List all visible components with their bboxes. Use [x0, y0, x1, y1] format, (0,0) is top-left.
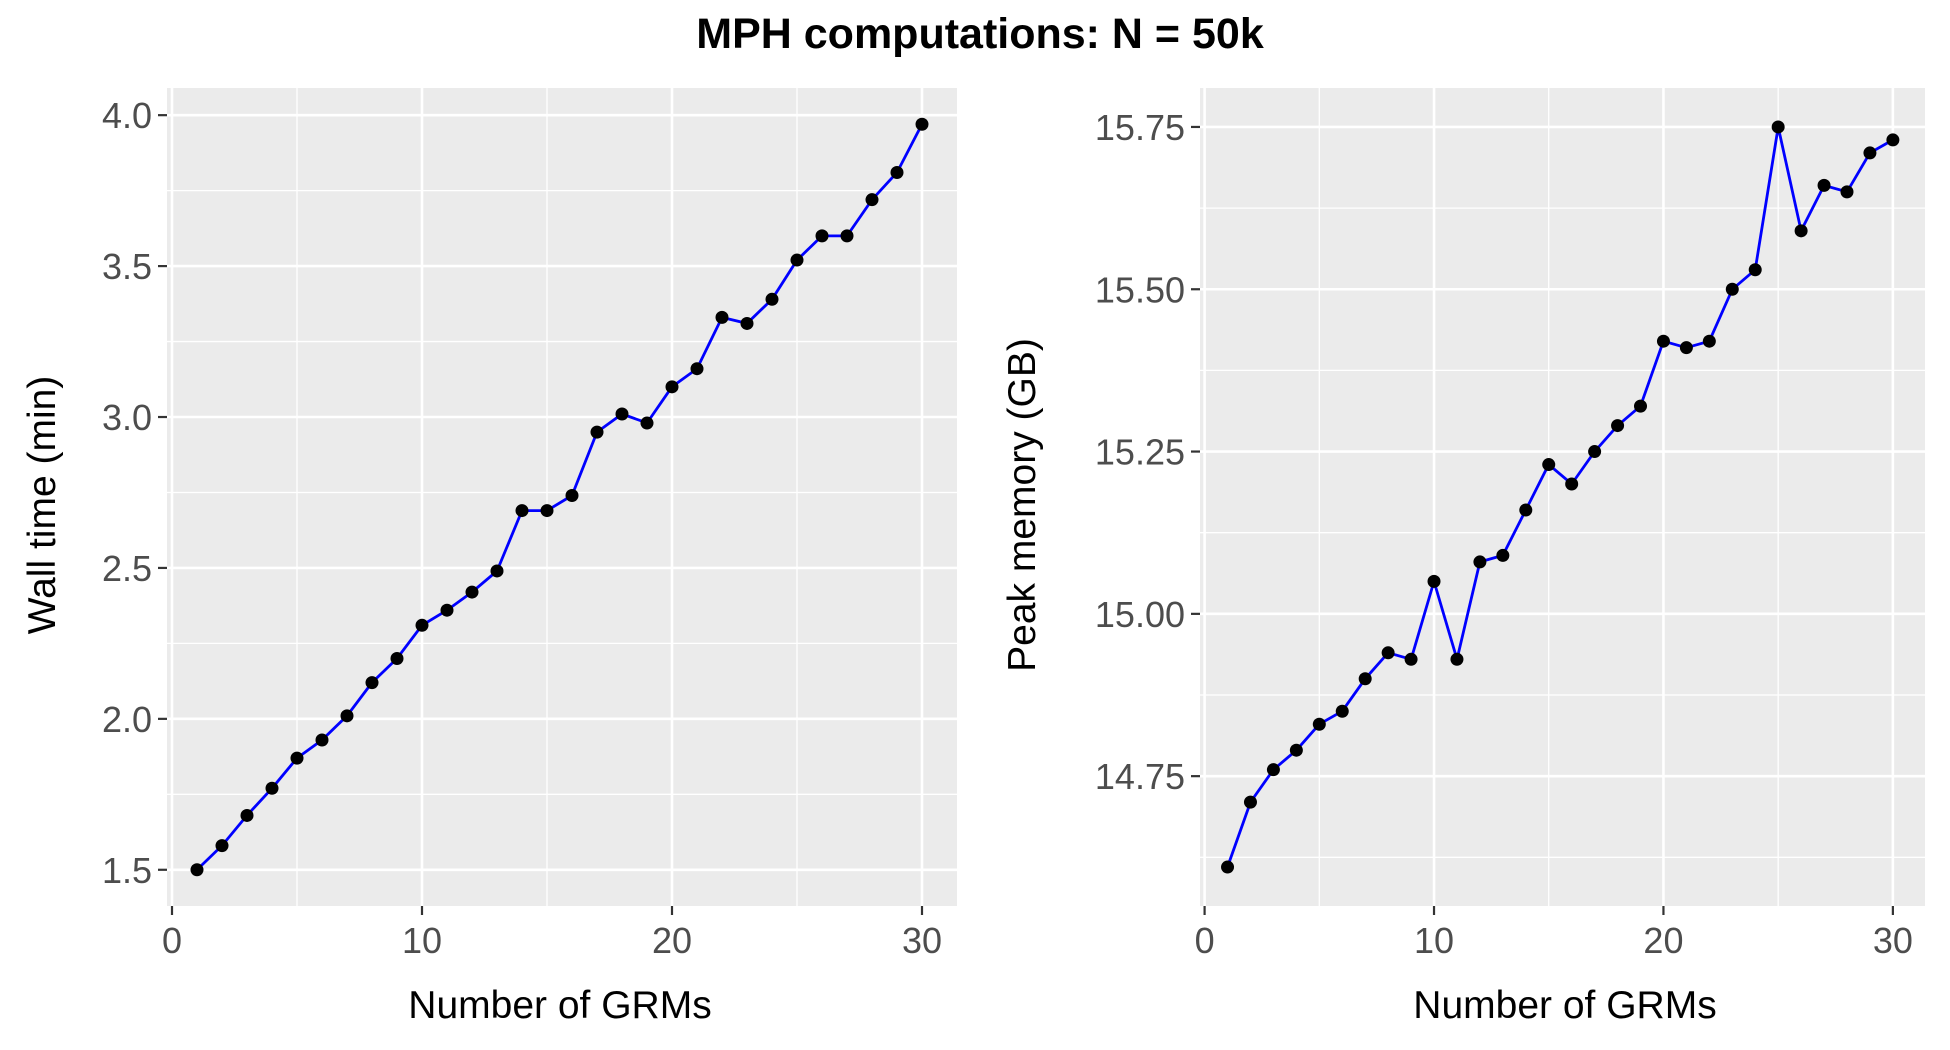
peak-memory-y-tick-label: 15.50 — [1095, 269, 1185, 310]
peak-memory-data-point — [1679, 341, 1693, 355]
wall-time-data-point — [440, 603, 454, 617]
peak-memory-y-axis-label: Peak memory (GB) — [1001, 338, 1044, 672]
peak-memory-panel: 0 10 20 30 14.75 15.00 15.25 15.50 15.75 Number … — [1001, 88, 1925, 1027]
peak-memory-data-point — [1817, 178, 1831, 192]
peak-memory-data-point — [1450, 652, 1464, 666]
peak-memory-x-axis-label: Number of GRMs — [1413, 984, 1716, 1027]
wall-time-y-tick-label: 3.0 — [102, 397, 152, 438]
peak-memory-data-point — [1404, 652, 1418, 666]
peak-memory-data-point — [1289, 743, 1303, 757]
peak-memory-data-point — [1725, 282, 1739, 296]
peak-memory-y-tick-label: 15.25 — [1095, 432, 1185, 473]
peak-memory-y-tick-label: 15.00 — [1095, 594, 1185, 635]
wall-time-data-point — [240, 808, 254, 822]
chart-title: MPH computations: N = 50k — [696, 10, 1264, 58]
wall-time-y-axis-label: Wall time (min) — [21, 376, 64, 635]
peak-memory-data-point — [1565, 477, 1579, 491]
peak-memory-plot-area: 0 10 20 30 14.75 15.00 15.25 15.50 15.75 — [1095, 88, 1925, 961]
wall-time-data-point — [590, 425, 604, 439]
wall-time-data-point — [690, 362, 704, 376]
wall-time-data-point — [840, 229, 854, 243]
peak-memory-data-point — [1794, 224, 1808, 238]
wall-time-data-point — [415, 618, 429, 632]
peak-memory-data-point — [1243, 795, 1257, 809]
peak-memory-data-point — [1427, 574, 1441, 588]
peak-memory-data-point — [1266, 763, 1280, 777]
wall-time-y-tick-label: 2.5 — [102, 548, 152, 589]
wall-time-data-point — [815, 229, 829, 243]
peak-memory-y-tick-label: 14.75 — [1095, 756, 1185, 797]
peak-memory-data-point — [1358, 672, 1372, 686]
wall-time-data-point — [465, 585, 479, 599]
wall-time-data-point — [265, 781, 279, 795]
peak-memory-data-point — [1588, 445, 1602, 459]
wall-time-data-point — [665, 380, 679, 394]
wall-time-data-point — [390, 651, 404, 665]
wall-time-data-point — [790, 253, 804, 267]
wall-time-data-point — [765, 292, 779, 306]
peak-memory-data-point — [1611, 419, 1625, 433]
wall-time-panel-background — [167, 88, 957, 906]
wall-time-data-point — [615, 407, 629, 421]
peak-memory-data-point — [1312, 717, 1326, 731]
wall-time-data-point — [715, 310, 729, 324]
wall-time-data-point — [515, 504, 529, 518]
peak-memory-data-point — [1542, 458, 1556, 472]
wall-time-panel: 0 10 20 30 1.5 2.0 2.5 3.0 3.5 4.0 Number of GRMs… — [21, 88, 957, 1027]
peak-memory-panel-background — [1200, 88, 1925, 906]
wall-time-y-tick-label: 2.0 — [102, 699, 152, 740]
wall-time-data-point — [365, 676, 379, 690]
wall-time-data-point — [640, 416, 654, 430]
wall-time-y-tick-label: 3.5 — [102, 246, 152, 287]
wall-time-data-point — [490, 564, 504, 578]
wall-time-x-tick-label: 0 — [162, 920, 182, 961]
wall-time-data-point — [915, 117, 929, 131]
peak-memory-x-tick-label: 0 — [1195, 920, 1215, 961]
peak-memory-data-point — [1771, 120, 1785, 134]
peak-memory-data-point — [1221, 860, 1235, 874]
peak-memory-x-tick-label: 30 — [1873, 920, 1913, 961]
wall-time-x-tick-label: 20 — [652, 920, 692, 961]
wall-time-data-point — [290, 751, 304, 765]
wall-time-data-point — [190, 863, 204, 877]
wall-time-data-point — [890, 166, 904, 180]
peak-memory-data-point — [1519, 503, 1533, 517]
peak-memory-data-point — [1634, 399, 1648, 413]
peak-memory-data-point — [1863, 146, 1877, 160]
wall-time-data-point — [740, 316, 754, 330]
wall-time-data-point — [340, 709, 354, 723]
wall-time-y-tick-label: 1.5 — [102, 850, 152, 891]
peak-memory-data-point — [1886, 133, 1900, 147]
wall-time-data-point — [565, 488, 579, 502]
wall-time-data-point — [315, 733, 329, 747]
wall-time-x-tick-label: 10 — [402, 920, 442, 961]
wall-time-data-point — [865, 193, 879, 207]
peak-memory-data-point — [1496, 548, 1510, 562]
peak-memory-data-point — [1335, 704, 1349, 718]
wall-time-y-tick-label: 4.0 — [102, 95, 152, 136]
peak-memory-data-point — [1656, 334, 1670, 348]
wall-time-x-tick-label: 30 — [902, 920, 942, 961]
wall-time-data-point — [215, 839, 229, 853]
peak-memory-data-point — [1748, 263, 1762, 277]
peak-memory-data-point — [1840, 185, 1854, 199]
wall-time-data-point — [540, 504, 554, 518]
peak-memory-data-point — [1381, 646, 1395, 660]
peak-memory-x-tick-label: 20 — [1643, 920, 1683, 961]
wall-time-plot-area: 0 10 20 30 1.5 2.0 2.5 3.0 3.5 4.0 — [102, 88, 957, 961]
peak-memory-y-tick-label: 15.75 — [1095, 107, 1185, 148]
peak-memory-x-tick-label: 10 — [1414, 920, 1454, 961]
peak-memory-data-point — [1473, 555, 1487, 569]
peak-memory-data-point — [1702, 334, 1716, 348]
wall-time-x-axis-label: Number of GRMs — [408, 984, 711, 1027]
